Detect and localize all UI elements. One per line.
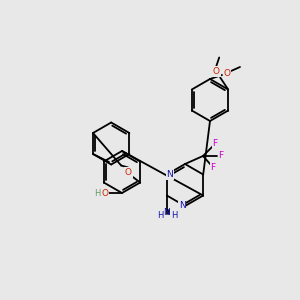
Text: N: N [167, 170, 173, 179]
Text: O: O [224, 68, 230, 77]
Text: O: O [125, 168, 132, 177]
Text: F: F [210, 163, 216, 172]
Text: O: O [101, 188, 109, 197]
Text: O: O [213, 67, 220, 76]
Text: H: H [94, 188, 100, 197]
Text: F: F [212, 140, 217, 148]
Text: H: H [171, 211, 177, 220]
Text: F: F [218, 152, 224, 160]
Text: N: N [164, 208, 170, 217]
Text: N: N [178, 202, 185, 211]
Text: H: H [157, 211, 163, 220]
